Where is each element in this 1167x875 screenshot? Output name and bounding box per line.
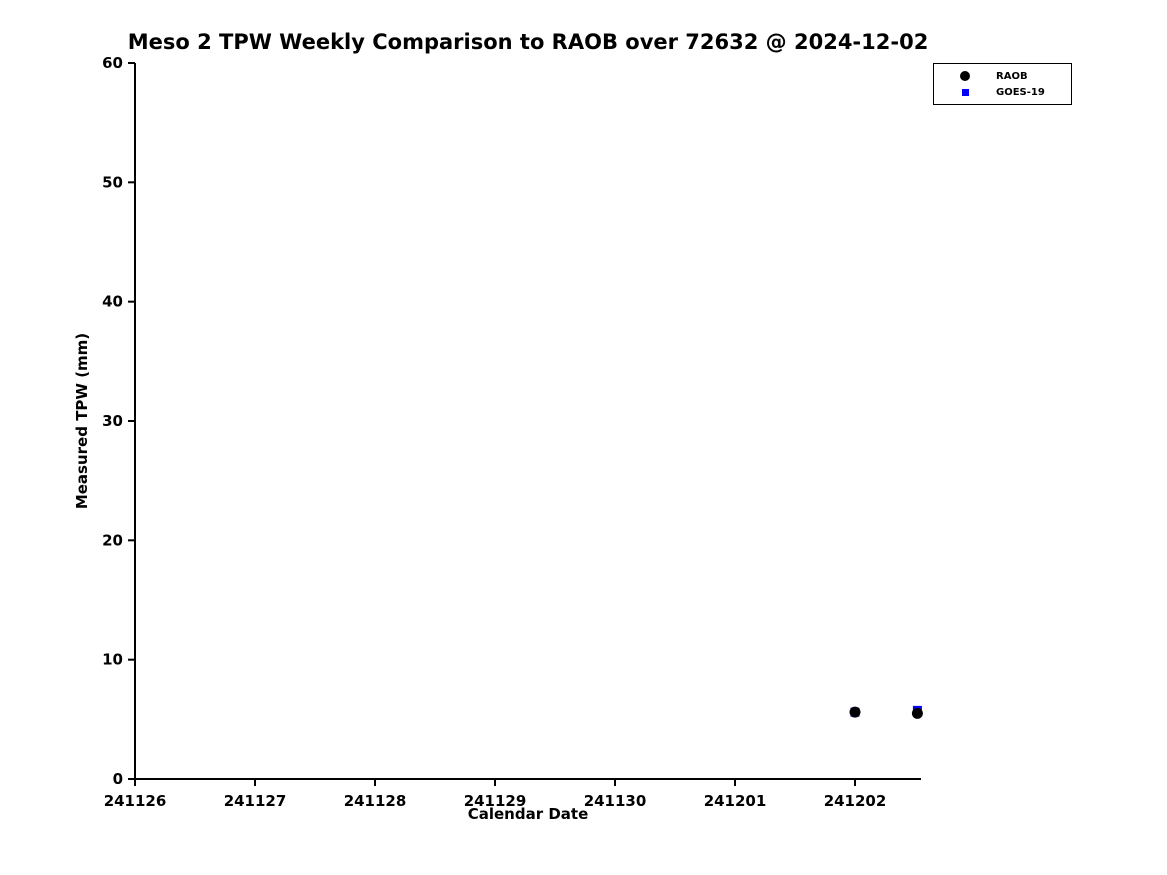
legend-marker-cell: [934, 71, 996, 81]
x-tick-label: 241130: [584, 792, 647, 810]
y-axis-label: Measured TPW (mm): [73, 332, 91, 510]
chart-title: Meso 2 TPW Weekly Comparison to RAOB ove…: [127, 30, 929, 54]
legend-marker-circle-icon: [960, 71, 970, 81]
legend-item: GOES-19: [934, 84, 1071, 100]
x-tick-label: 241129: [464, 792, 527, 810]
y-tick-label: 30: [102, 412, 123, 430]
y-tick-label: 0: [113, 770, 123, 788]
legend-marker-cell: [934, 88, 996, 96]
data-point-raob: [849, 706, 861, 718]
data-point-raob: [911, 707, 923, 719]
legend-label: GOES-19: [996, 86, 1045, 98]
x-tick-label: 241201: [704, 792, 767, 810]
y-tick-label: 10: [102, 651, 123, 669]
x-tick-label: 241127: [224, 792, 287, 810]
legend: RAOB GOES-19: [933, 63, 1072, 105]
x-tick-label: 241126: [104, 792, 167, 810]
x-tick-label: 241202: [824, 792, 887, 810]
legend-label: RAOB: [996, 70, 1028, 82]
legend-item: RAOB: [934, 68, 1071, 84]
y-tick-label: 50: [102, 173, 123, 191]
y-tick-label: 20: [102, 531, 123, 549]
x-axis-label: Calendar Date: [467, 805, 589, 823]
y-tick-label: 60: [102, 54, 123, 72]
y-tick-label: 40: [102, 293, 123, 311]
legend-marker-square-icon: [961, 88, 969, 96]
x-tick-label: 241128: [344, 792, 407, 810]
